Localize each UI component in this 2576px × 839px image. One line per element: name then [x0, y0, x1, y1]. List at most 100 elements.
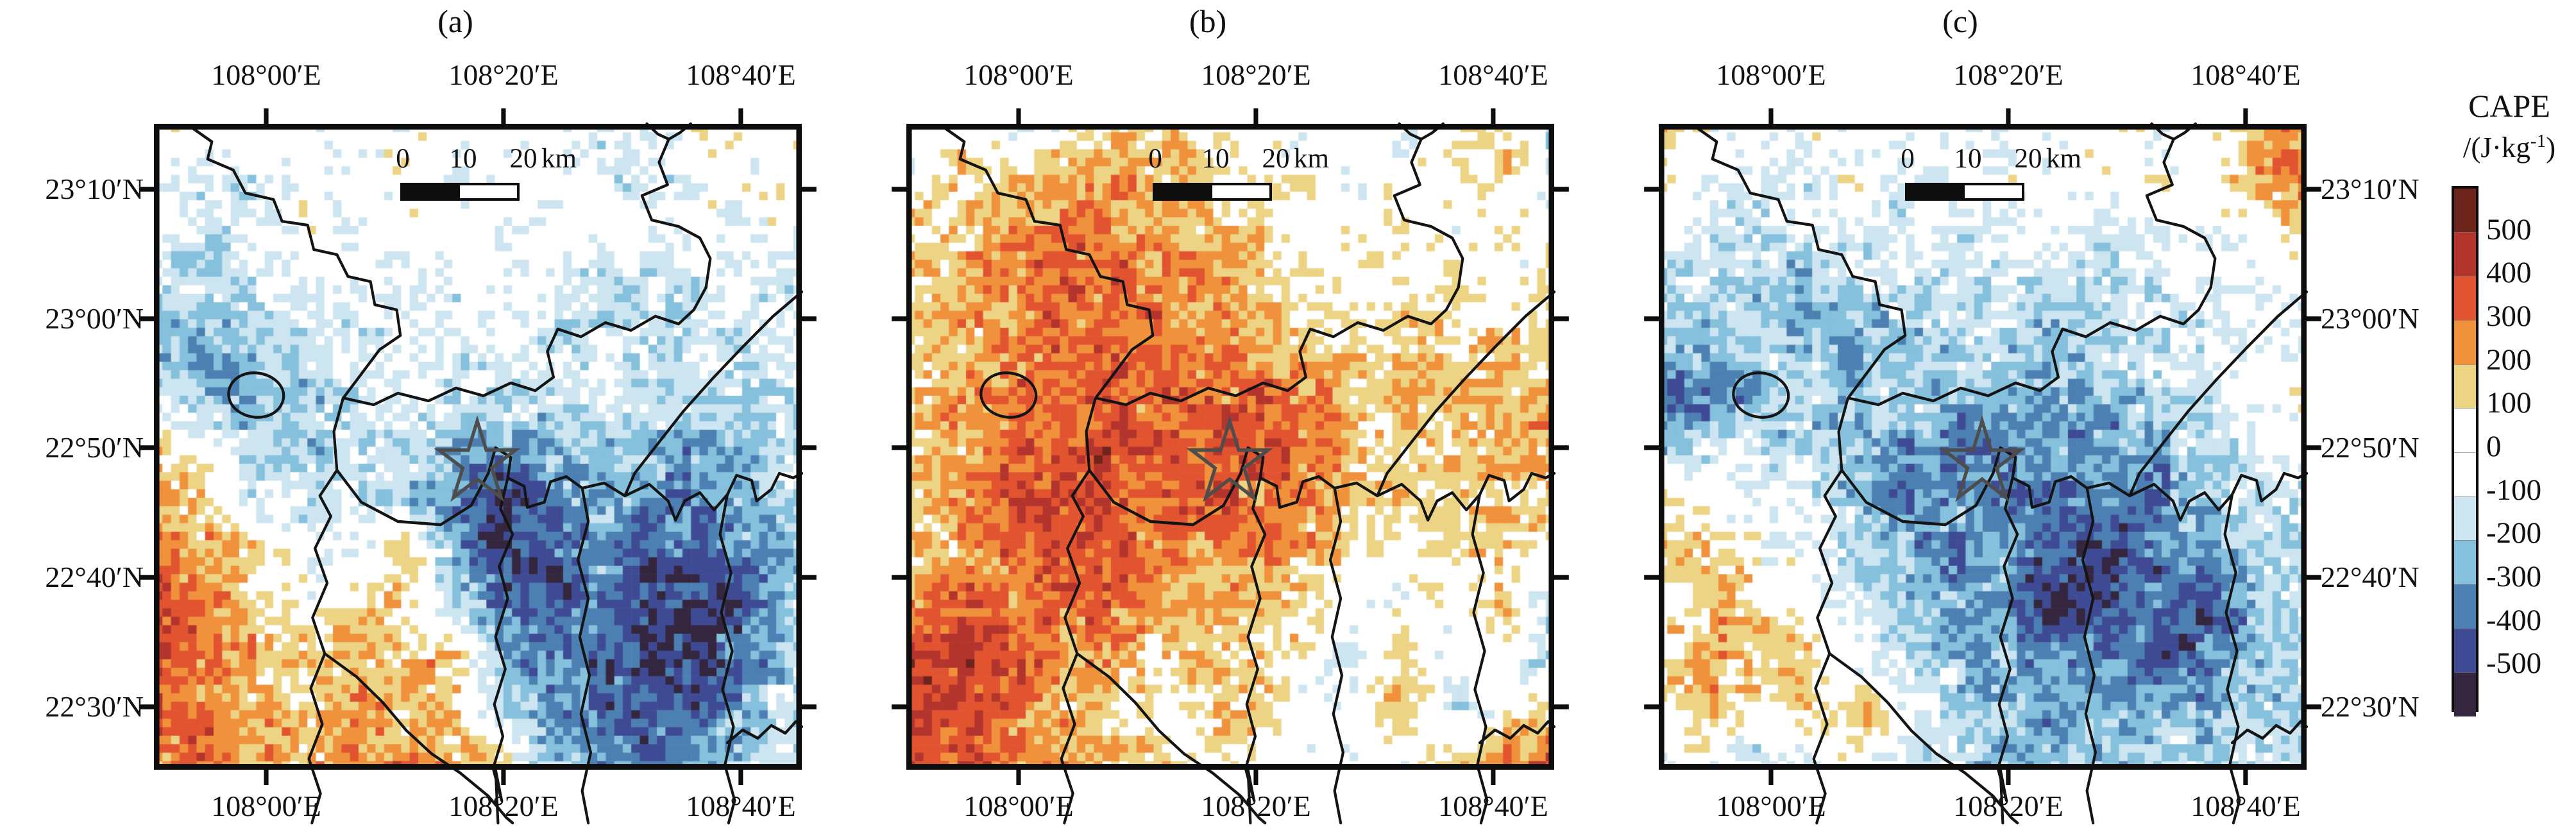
colorbar-tick-label: -400 [2486, 603, 2542, 637]
lon-tick-label-bottom: 108°20′E [1953, 790, 2063, 822]
scalebar-0: 0 [1901, 144, 1915, 174]
scalebar-10: 10 [1954, 144, 1982, 174]
colorbar-segment-8 [2454, 540, 2476, 584]
cape-raster-map [906, 124, 1554, 770]
scalebar-white-half [460, 185, 517, 198]
colorbar-tick-label: 300 [2486, 300, 2532, 333]
scale-bar: 0 10 20 km [906, 143, 1554, 207]
scale-bar: 0 10 20 km [154, 143, 802, 207]
axis-ticks [139, 108, 817, 785]
scalebar-unit: km [1294, 144, 1329, 174]
colorbar-tick-label: 500 [2486, 212, 2532, 246]
map-area: 0 10 20 km [139, 108, 817, 770]
lon-tick-label-top: 108°40′E [2190, 58, 2301, 91]
panel-title: (c) [1942, 3, 1978, 39]
scalebar-20: 20 [509, 144, 538, 174]
epicenter-star-icon [1938, 415, 2026, 502]
lat-tick-label-left: 23°00′N [45, 302, 144, 335]
lat-tick-label-right: 22°40′N [2321, 561, 2419, 593]
lon-tick-label-bottom: 108°40′E [2190, 790, 2301, 822]
colorbar-segment-3 [2454, 319, 2476, 364]
scalebar-20: 20 [2014, 144, 2042, 174]
lon-tick-label-top: 108°40′E [1438, 58, 1548, 91]
colorbar-segment-2 [2454, 276, 2476, 320]
cape-colorbar [2452, 186, 2479, 716]
scale-bar: 0 10 20 km [1659, 143, 2307, 207]
map-overlay [1644, 108, 2321, 770]
scalebar-10: 10 [449, 144, 477, 174]
lat-tick-label-right: 22°50′N [2321, 431, 2419, 464]
map-overlay [892, 108, 1569, 770]
colorbar-segment-6 [2454, 452, 2476, 496]
scalebar-black-half [1908, 185, 1965, 198]
scalebar-10: 10 [1201, 144, 1230, 174]
colorbar-unit: /(J·kg-1) [2426, 131, 2576, 164]
map-area: 0 10 20 km [892, 108, 1569, 770]
lon-tick-label-bottom: 108°00′E [211, 790, 321, 822]
panel-title: (b) [1189, 3, 1227, 39]
scalebar-bar [1905, 183, 2024, 201]
lon-tick-label-bottom: 108°20′E [448, 790, 559, 822]
lat-tick-label-left: 23°10′N [45, 173, 144, 205]
colorbar-tick-label: 100 [2486, 386, 2532, 420]
scalebar-0: 0 [1148, 144, 1162, 174]
lon-tick-label-top: 108°40′E [686, 58, 796, 91]
lon-tick-label-top: 108°00′E [211, 58, 321, 91]
colorbar-tick-label: 0 [2486, 430, 2502, 463]
axis-ticks [892, 108, 1569, 785]
lon-tick-label-bottom: 108°40′E [686, 790, 796, 822]
scalebar-bar [1153, 183, 1272, 201]
lat-tick-label-right: 23°10′N [2321, 173, 2419, 205]
colorbar-segment-9 [2454, 584, 2476, 629]
lat-tick-label-left: 22°30′N [45, 690, 144, 723]
colorbar-title: CAPE [2468, 88, 2550, 124]
colorbar-tick-label: 200 [2486, 343, 2532, 377]
colorbar-segment-1 [2454, 232, 2476, 276]
lat-tick-label-left: 22°40′N [45, 561, 144, 593]
map-area: 0 10 20 km [1644, 108, 2321, 770]
colorbar-tick-label: -500 [2486, 647, 2542, 681]
epicenter-star-icon [434, 415, 521, 502]
panel-title: (a) [437, 3, 473, 39]
colorbar-segment-5 [2454, 408, 2476, 452]
lon-tick-label-bottom: 108°00′E [1716, 790, 1826, 822]
map-frame [906, 124, 1554, 770]
colorbar-unit-prefix: /(J·kg [2462, 131, 2530, 164]
scalebar-unit: km [2046, 144, 2081, 174]
map-overlay [139, 108, 817, 770]
scalebar-unit: km [541, 144, 577, 174]
scalebar-0: 0 [396, 144, 410, 174]
lon-tick-label-bottom: 108°40′E [1438, 790, 1548, 822]
lon-tick-label-top: 108°20′E [448, 58, 559, 91]
epicenter-star-icon [1186, 415, 1273, 502]
lat-tick-label-right: 23°00′N [2321, 302, 2419, 335]
lon-tick-label-top: 108°20′E [1201, 58, 1311, 91]
axis-ticks [1644, 108, 2321, 785]
map-panel-c: (c) 0 10 20 km 108°00′E 108°20′E 108°40′E 1… [1644, 0, 2321, 839]
colorbar-segment-7 [2454, 496, 2476, 541]
cape-raster-map [1659, 124, 2307, 770]
lon-tick-label-top: 108°00′E [963, 58, 1074, 91]
map-frame [154, 124, 802, 770]
scalebar-white-half [1965, 185, 2022, 198]
colorbar-unit-suffix: ) [2546, 131, 2556, 164]
map-panel-b: (b) 0 10 20 km 108°00′E 108°20′E 108°40′E 1… [892, 0, 1569, 839]
colorbar-tick-label: -100 [2486, 473, 2542, 507]
lon-tick-label-top: 108°20′E [1953, 58, 2063, 91]
lon-tick-label-top: 108°00′E [1716, 58, 1826, 91]
lon-tick-label-bottom: 108°00′E [963, 790, 1074, 822]
scalebar-bar [400, 183, 520, 201]
lat-tick-label-right: 22°30′N [2321, 690, 2419, 723]
colorbar-tick-label: 400 [2486, 256, 2532, 290]
colorbar-tick-label: -300 [2486, 560, 2542, 593]
scalebar-20: 20 [1262, 144, 1290, 174]
lat-tick-label-left: 22°50′N [45, 431, 144, 464]
colorbar-tick-label: -200 [2486, 516, 2542, 550]
cape-raster-map [154, 124, 802, 770]
scalebar-white-half [1212, 185, 1269, 198]
colorbar-segment-10 [2454, 628, 2476, 673]
scalebar-black-half [1155, 185, 1212, 198]
map-panel-a: (a) 0 10 20 km 108°00′E 108°20′E 108°40′E 1… [139, 0, 817, 839]
map-frame [1659, 124, 2307, 770]
